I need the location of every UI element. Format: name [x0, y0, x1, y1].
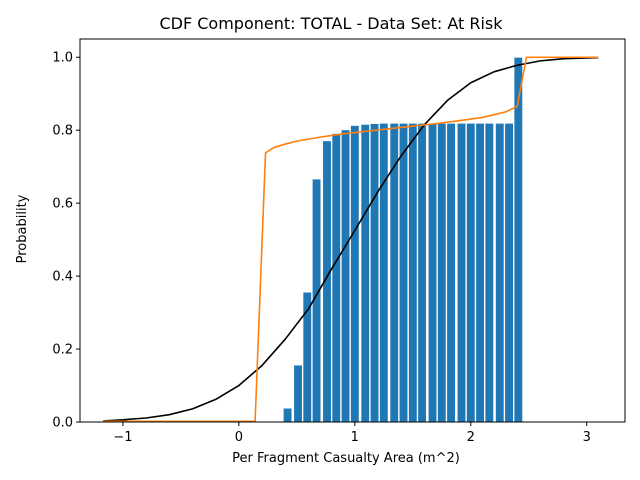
histogram-bar	[466, 123, 475, 423]
chart-title: CDF Component: TOTAL - Data Set: At Risk	[159, 14, 503, 33]
histogram-bar	[437, 123, 446, 423]
histogram-bar	[505, 123, 513, 423]
histogram-bar	[485, 123, 494, 423]
histogram-bar	[332, 133, 341, 422]
y-tick-label: 0.8	[52, 124, 73, 139]
x-tick-label: 0	[235, 430, 243, 445]
y-tick-label: 0.2	[52, 343, 73, 358]
x-tick-label: 2	[467, 430, 475, 445]
x-axis: −1 0 1 2 3	[113, 422, 591, 445]
histogram-bar	[457, 123, 466, 423]
histogram-bar	[312, 179, 321, 422]
plot-frame	[79, 38, 626, 423]
histogram-bar	[399, 123, 408, 423]
histogram-bar	[476, 123, 484, 423]
y-axis-label: Probability	[15, 194, 30, 263]
y-tick-label: 0.0	[52, 416, 73, 431]
y-tick-label: 0.6	[52, 197, 73, 212]
plot-area	[103, 56, 599, 423]
histogram-bar	[514, 57, 523, 422]
y-tick-label: 1.0	[52, 51, 73, 66]
histogram-bar	[379, 123, 388, 423]
histogram-bar	[283, 408, 292, 422]
histogram-bar	[294, 365, 302, 422]
histogram-bar	[323, 141, 331, 422]
histogram-bar	[390, 123, 399, 423]
x-tick-label: 1	[351, 430, 359, 445]
histogram-bar	[303, 292, 312, 422]
y-tick-label: 0.4	[52, 270, 73, 285]
histogram-bar	[428, 123, 437, 423]
fitted-cdf-line	[103, 56, 599, 423]
histogram-bar	[341, 130, 350, 422]
histogram-bar	[370, 123, 379, 423]
histogram-bar	[447, 123, 456, 423]
histogram-bar	[350, 125, 359, 422]
y-axis: 0.0 0.2 0.4 0.6 0.8 1.0	[52, 51, 80, 431]
x-tick-label: −1	[113, 430, 132, 445]
histogram-bar	[495, 123, 504, 423]
histogram-bar	[408, 123, 417, 423]
x-axis-label: Per Fragment Casualty Area (m^2)	[232, 451, 460, 466]
x-tick-label: 3	[583, 430, 591, 445]
histogram-bar	[361, 124, 370, 422]
histogram-bar	[418, 123, 427, 423]
